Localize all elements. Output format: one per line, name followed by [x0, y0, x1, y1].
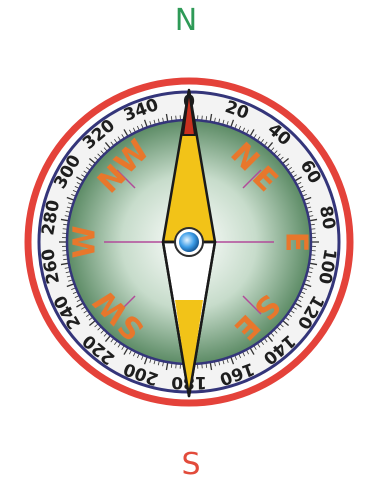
degree-tick — [249, 129, 255, 137]
needle-south-yellow — [175, 300, 203, 396]
degree-tick — [60, 218, 69, 222]
degree-tick — [309, 218, 318, 222]
degree-tick — [209, 113, 213, 122]
degree-label-80: 80 — [315, 204, 339, 231]
degree-tick — [282, 157, 290, 165]
degree-tick — [303, 283, 312, 288]
diagonal-marks — [116, 169, 262, 315]
direction-west: W — [68, 225, 103, 258]
degree-tick — [249, 347, 255, 355]
degree-tick — [165, 362, 169, 371]
degree-tick — [266, 335, 274, 343]
compass-needle — [161, 88, 217, 398]
degree-tick — [143, 356, 148, 365]
degree-tick — [266, 141, 274, 149]
degree-tick — [123, 129, 129, 137]
north-label: N — [175, 3, 197, 38]
pivot-icon — [179, 232, 199, 252]
degree-tick — [88, 319, 96, 327]
degree-tick — [294, 302, 302, 308]
degree-tick — [309, 262, 318, 266]
degree-tick — [88, 157, 96, 165]
south-label: S — [181, 447, 200, 479]
degree-tick — [66, 196, 75, 201]
degree-tick — [294, 176, 302, 182]
degree-tick — [209, 362, 213, 371]
degree-tick — [282, 319, 290, 327]
degree-tick — [230, 119, 235, 128]
degree-tick — [143, 119, 148, 128]
needle-north-tip — [182, 89, 196, 136]
degree-tick — [303, 196, 312, 201]
degree-tick — [76, 302, 84, 308]
degree-tick — [66, 283, 75, 288]
degree-tick — [123, 347, 129, 355]
degree-tick — [104, 141, 112, 149]
direction-east: E — [279, 232, 314, 253]
degree-tick — [76, 176, 84, 182]
degree-tick — [60, 262, 69, 266]
degree-tick — [230, 356, 235, 365]
degree-tick — [165, 113, 169, 122]
degree-tick — [104, 335, 112, 343]
